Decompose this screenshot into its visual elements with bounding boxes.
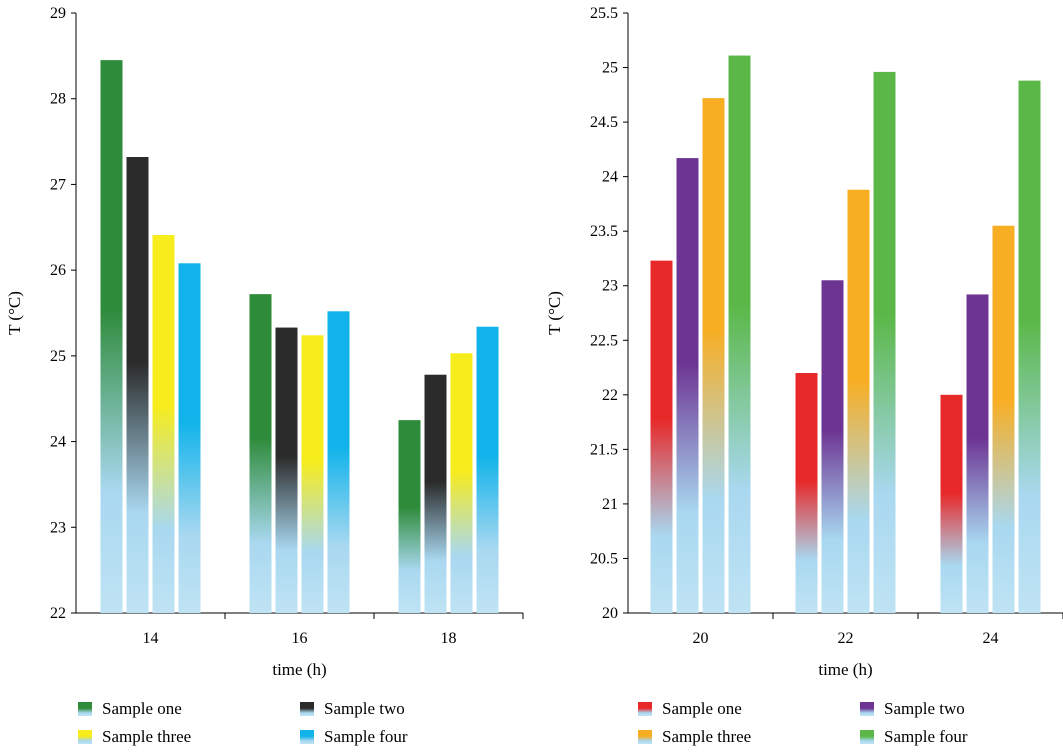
bar-sample-four-20: [728, 55, 751, 613]
bar-sample-four-24: [1018, 80, 1041, 614]
legend-swatch: [78, 702, 92, 716]
legend-swatch: [860, 702, 874, 716]
legend-swatch: [860, 730, 874, 744]
bar-sample-two-20: [676, 158, 699, 613]
bar-sample-one-18: [398, 420, 421, 613]
x-tick-label: 20: [693, 630, 709, 647]
y-tick-label: 20: [602, 605, 618, 622]
right-chart-panel: 20 20.5 21 21.5 22 22.5 23 23.5 24 24.5 25 25.5 20 22…: [545, 5, 1063, 746]
left-chart-panel: 22 23 24 25 26 27 28 29 14 16 18 time (h) T (°C) Samp…: [5, 5, 524, 746]
x-axis-label: time (h): [272, 660, 326, 679]
legend-label: Sample two: [884, 699, 965, 718]
legend-item: Sample four: [300, 727, 408, 746]
bar-sample-four-18: [476, 326, 499, 613]
y-axis-label: T (°C): [5, 291, 24, 335]
y-tick-label: 22: [602, 387, 618, 404]
bar-sample-four-14: [178, 263, 201, 613]
legend: Sample one Sample two Sample three Sample f…: [638, 699, 968, 746]
y-tick-label: 28: [50, 91, 66, 108]
x-tick-label: 18: [441, 630, 457, 647]
bar-sample-one-14: [100, 60, 123, 613]
legend-item: Sample two: [300, 699, 405, 718]
y-tick-label: 24.5: [590, 114, 618, 131]
bar-sample-one-20: [650, 260, 673, 613]
legend-item: Sample one: [78, 699, 182, 718]
legend-label: Sample three: [102, 727, 191, 746]
y-tick-label: 29: [50, 5, 66, 22]
y-tick-label: 23: [602, 278, 618, 295]
legend-swatch: [638, 702, 652, 716]
x-tick-label: 22: [838, 630, 854, 647]
legend-swatch: [78, 730, 92, 744]
legend-item: Sample two: [860, 699, 965, 718]
legend-swatch: [638, 730, 652, 744]
bar-sample-one-22: [795, 373, 818, 613]
y-tick-label: 27: [50, 176, 66, 193]
legend-label: Sample four: [884, 727, 968, 746]
bar-sample-three-20: [702, 98, 725, 613]
legend-label: Sample one: [662, 699, 742, 718]
bar-sample-three-16: [301, 335, 324, 613]
bar-sample-three-14: [152, 235, 175, 613]
x-tick-label: 14: [143, 630, 159, 647]
bar-sample-four-22: [873, 71, 896, 614]
bar-sample-three-24: [992, 225, 1015, 613]
legend-swatch: [300, 702, 314, 716]
legend-item: Sample three: [78, 727, 191, 746]
legend-label: Sample three: [662, 727, 751, 746]
legend-swatch: [300, 730, 314, 744]
bar-sample-one-16: [249, 294, 272, 613]
x-axis-label: time (h): [818, 660, 872, 679]
y-axis-label: T (°C): [545, 291, 564, 335]
y-tick-label: 23: [50, 519, 66, 536]
bar-sample-two-16: [275, 327, 298, 613]
y-tick-label: 22: [50, 605, 66, 622]
y-tick-label: 24: [602, 169, 618, 186]
y-tick-label: 21.5: [590, 441, 618, 458]
legend-item: Sample three: [638, 727, 751, 746]
y-tick-label: 25.5: [590, 5, 618, 22]
legend-label: Sample one: [102, 699, 182, 718]
bar-sample-two-14: [126, 157, 149, 613]
bar-sample-one-24: [940, 394, 963, 613]
bar-sample-two-22: [821, 280, 844, 613]
y-tick-label: 26: [50, 262, 66, 279]
bar-sample-two-24: [966, 294, 989, 613]
y-tick-label: 20.5: [590, 550, 618, 567]
y-tick-label: 23.5: [590, 223, 618, 240]
legend: Sample one Sample two Sample three Sample f…: [78, 699, 408, 746]
y-tick-label: 25: [602, 60, 618, 77]
bar-sample-three-18: [450, 353, 473, 613]
legend-label: Sample four: [324, 727, 408, 746]
legend-label: Sample two: [324, 699, 405, 718]
x-tick-label: 16: [292, 630, 308, 647]
legend-item: Sample one: [638, 699, 742, 718]
y-tick-label: 22.5: [590, 332, 618, 349]
y-tick-label: 25: [50, 348, 66, 365]
y-tick-label: 24: [50, 434, 66, 451]
bar-sample-three-22: [847, 189, 870, 613]
legend-item: Sample four: [860, 727, 968, 746]
bar-sample-two-18: [424, 374, 447, 613]
bar-sample-four-16: [327, 311, 350, 613]
y-tick-label: 21: [602, 496, 618, 513]
x-tick-label: 24: [983, 630, 999, 647]
